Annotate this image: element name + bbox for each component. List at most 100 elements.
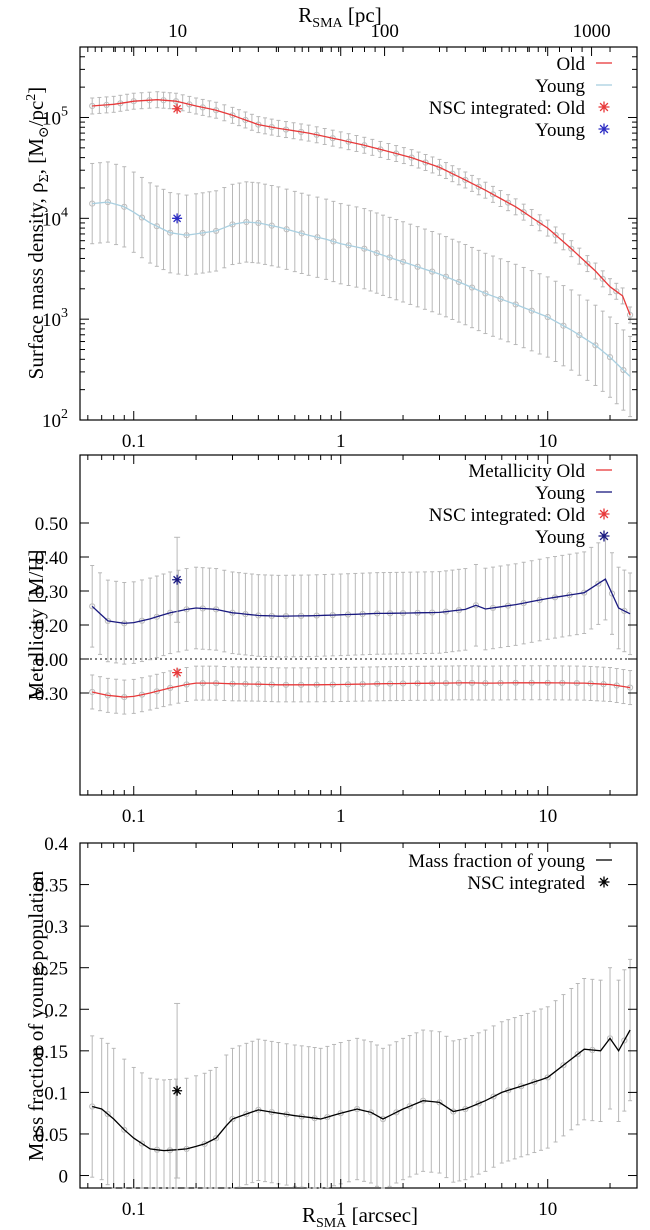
legend-star-swatch xyxy=(598,508,610,520)
metallicity-panel: 0.1 1 10 -0.30 0.00 0.20 0.30 0.40 0.50 Metallic… xyxy=(24,454,638,827)
data-point xyxy=(442,273,450,280)
data-point xyxy=(621,607,628,614)
data-point xyxy=(373,249,380,257)
data-point xyxy=(490,1093,497,1100)
y-tick-label: 105 xyxy=(42,104,68,129)
data-point xyxy=(544,1074,551,1081)
legend-label: NSC integrated: Old xyxy=(429,98,586,119)
data-point xyxy=(243,1110,250,1118)
series-line xyxy=(92,99,631,316)
y-tick-label: 0.4 xyxy=(44,834,68,855)
x-tick-label: 10 xyxy=(538,806,557,827)
data-point xyxy=(576,332,583,339)
data-point xyxy=(482,290,489,297)
legend-label: Old xyxy=(557,54,586,75)
data-point xyxy=(606,1035,614,1042)
data-point xyxy=(324,1113,331,1121)
legend-label: Mass fraction of young xyxy=(408,851,585,872)
y-tick-label: 0.25 xyxy=(35,959,68,980)
data-point xyxy=(399,258,407,265)
y-tick-label: 0.1 xyxy=(44,1083,68,1104)
data-point xyxy=(138,214,146,221)
data-point xyxy=(552,231,559,239)
y-tick-label: 0 xyxy=(59,1167,69,1188)
data-point xyxy=(406,1103,413,1110)
integrated-point-marker xyxy=(172,667,183,678)
top-tick-label: 1000 xyxy=(573,21,611,42)
data-point xyxy=(379,1115,387,1123)
y-tick-label: 0.15 xyxy=(35,1042,68,1063)
data-point xyxy=(386,254,393,261)
legend-label: NSC integrated xyxy=(467,873,585,894)
y-axis-title: Surface mass density, ρΣ, [M⊙/pc2] xyxy=(24,87,52,380)
y-tick-label: 104 xyxy=(42,205,68,230)
data-point xyxy=(620,366,627,374)
data-point xyxy=(153,613,160,620)
data-point xyxy=(422,159,429,166)
data-point xyxy=(518,1083,525,1090)
data-point xyxy=(229,1115,236,1123)
legend-star-swatch xyxy=(598,530,610,542)
x-tick-label: 1 xyxy=(336,431,346,452)
data-point xyxy=(472,602,480,609)
data-point xyxy=(606,354,614,361)
legend-label: Young xyxy=(535,527,585,548)
data-point xyxy=(584,260,591,267)
data-point xyxy=(595,580,602,587)
legend-label: NSC integrated: Old xyxy=(429,505,586,526)
data-point xyxy=(475,183,482,190)
x-tick-label: 0.1 xyxy=(122,806,146,827)
data-point xyxy=(121,1126,128,1133)
legend-label: Young xyxy=(535,76,585,97)
integrated-point-marker xyxy=(172,213,183,224)
mass-fraction-panel: 0.1 1 10 0 0.05 0.1 0.15 0.2 0.25 0.3 0.35 0.4 Mass… xyxy=(24,834,638,1220)
data-point xyxy=(201,1140,208,1148)
y-tick-label: 0.40 xyxy=(35,548,68,569)
legend-label: Metallicity Old xyxy=(468,461,585,482)
x-tick-label: 10 xyxy=(538,1199,557,1220)
data-point xyxy=(528,307,535,314)
data-point xyxy=(330,238,337,245)
data-point xyxy=(283,226,290,233)
data-point xyxy=(213,1135,220,1142)
integrated-point-marker xyxy=(172,103,183,114)
y-tick-label: 0.50 xyxy=(35,514,68,535)
legend-label: Young xyxy=(535,120,585,141)
x-tick-label: 1 xyxy=(336,1199,346,1220)
y-axis-title: Mass fraction of young population xyxy=(24,870,48,1161)
plot-frame xyxy=(79,842,638,1189)
data-point xyxy=(536,219,543,226)
integrated-point-marker xyxy=(172,574,183,585)
series-line xyxy=(92,682,631,698)
data-point xyxy=(455,278,462,286)
data-point xyxy=(138,1140,146,1147)
data-point xyxy=(613,288,620,295)
legend-star-swatch xyxy=(598,123,610,135)
data-point xyxy=(89,603,96,610)
data-point xyxy=(520,209,527,216)
y-tick-label: 0.3 xyxy=(44,917,68,938)
data-point xyxy=(504,199,512,206)
y-tick-label: 103 xyxy=(42,306,68,331)
data-point xyxy=(393,1109,400,1116)
data-point xyxy=(626,311,634,319)
y-tick-label: -0.30 xyxy=(28,684,68,705)
data-point xyxy=(489,191,497,198)
data-point xyxy=(574,1051,581,1058)
legend-label: Young xyxy=(535,483,585,504)
data-point xyxy=(599,275,606,282)
data-point xyxy=(468,284,476,291)
data-point xyxy=(560,322,567,329)
x-tick-label: 0.1 xyxy=(122,1199,146,1220)
series-line xyxy=(92,1029,631,1152)
x-axis-title: RSMA [arcsec] xyxy=(302,1203,418,1230)
y-tick-label: 102 xyxy=(42,407,68,432)
data-point xyxy=(621,1037,628,1044)
y-axis-title: Metallicity [M/H] xyxy=(24,549,48,700)
x-tick-label: 0.1 xyxy=(122,431,146,452)
x-tick-label: 10 xyxy=(538,431,557,452)
